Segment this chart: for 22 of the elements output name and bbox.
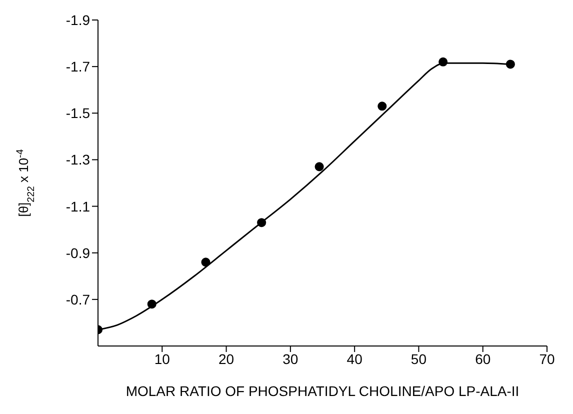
x-tick-label: 50 <box>410 350 427 367</box>
point <box>314 162 324 172</box>
x-tick-label: 60 <box>475 350 491 367</box>
point <box>201 258 210 267</box>
x-tick-label: 20 <box>218 350 234 367</box>
y-tick-label: -1.5 <box>66 105 90 122</box>
point <box>378 102 387 111</box>
point <box>147 300 156 309</box>
y-tick-label: -1.3 <box>66 152 90 168</box>
y-tick-label: -0.7 <box>66 291 90 308</box>
x-axis-title: MOLAR RATIO OF PHOSPHATIDYL CHOLINE/APO LP-ALA-II <box>126 383 520 399</box>
y-tick-label: -1.7 <box>66 58 90 75</box>
point <box>257 218 266 228</box>
x-tick-label: 40 <box>346 350 363 367</box>
x-tick-label: 70 <box>539 350 555 367</box>
point <box>506 60 515 69</box>
y-tick-label: -0.9 <box>66 244 90 261</box>
y-tick-label: -1.9 <box>66 12 90 28</box>
x-tick-label: 10 <box>154 350 170 367</box>
y-tick-label: -1.1 <box>66 198 90 214</box>
point <box>438 57 448 66</box>
x-tick-label: 30 <box>282 350 298 367</box>
